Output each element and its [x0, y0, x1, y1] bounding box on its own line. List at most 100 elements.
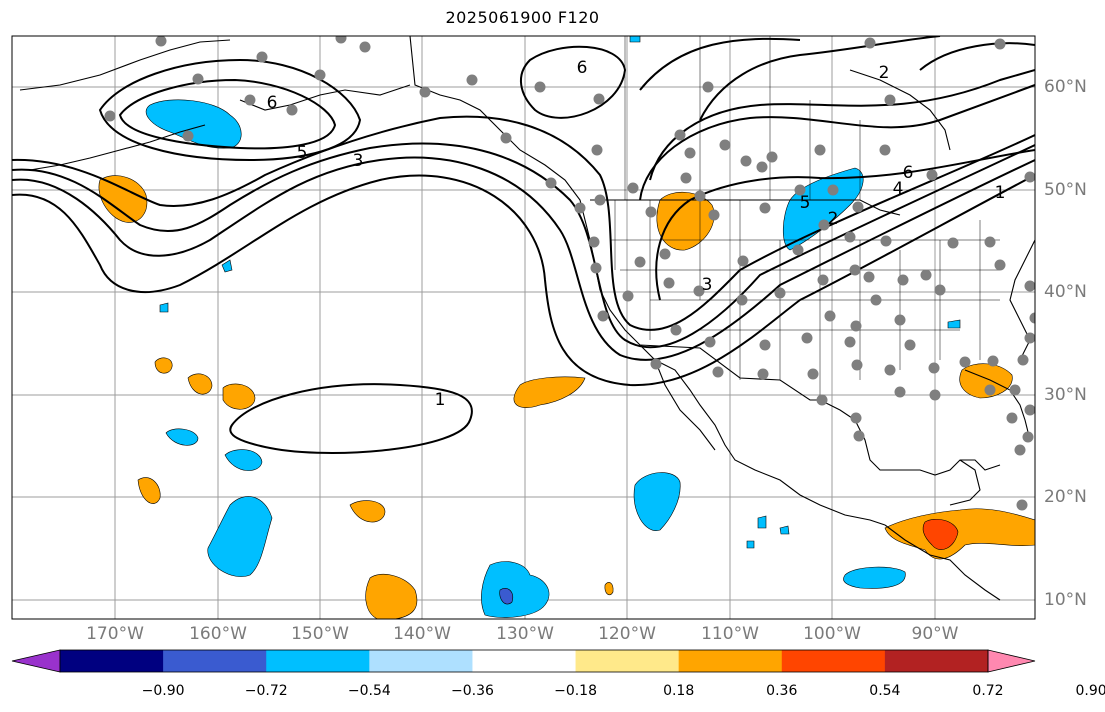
station-dot	[849, 264, 861, 276]
station-dot	[928, 362, 940, 374]
station-dot	[645, 206, 657, 218]
longitude-label: 110°W	[701, 624, 759, 644]
longitude-label: 130°W	[496, 624, 554, 644]
negative-patch	[746, 540, 755, 549]
station-dot	[419, 86, 431, 98]
station-dot	[824, 310, 836, 322]
negative-patch	[481, 561, 550, 618]
station-dot	[884, 364, 896, 376]
station-dot	[850, 320, 862, 332]
colorbar-segment	[678, 650, 783, 672]
station-dot	[984, 236, 996, 248]
station-dot	[588, 236, 600, 248]
station-dot	[597, 310, 609, 322]
station-dot	[934, 284, 946, 296]
station-dot	[1009, 384, 1021, 396]
station-dot	[1024, 171, 1035, 183]
colorbar-segment	[266, 650, 370, 672]
station-dot	[870, 294, 882, 306]
station-dot	[1014, 444, 1026, 456]
positive-patch	[349, 500, 386, 523]
station-dot	[1029, 312, 1035, 324]
station-dot	[1022, 431, 1034, 443]
negative-patch	[779, 525, 790, 535]
station-dot	[926, 169, 938, 181]
station-dot	[759, 339, 771, 351]
station-dot	[817, 274, 829, 286]
central-america	[884, 524, 1001, 601]
station-dot	[684, 147, 696, 159]
station-dot	[929, 389, 941, 401]
station-dot	[880, 235, 892, 247]
colorbar-tick-label: 0.36	[766, 683, 798, 699]
station-dot	[670, 324, 682, 336]
station-dot	[500, 132, 512, 144]
station-dot	[593, 93, 605, 105]
positive-patch	[604, 582, 614, 596]
station-dot	[863, 271, 875, 283]
station-dot	[314, 69, 326, 81]
station-dot	[994, 38, 1006, 50]
contour-label: 1	[435, 390, 446, 410]
colorbar-tick-label: 0.90	[1075, 683, 1105, 699]
station-dot	[994, 259, 1006, 271]
contour-label-group: 1 6 3 5 6 1 4 6 2 3 5 2	[267, 58, 1006, 410]
positive-patch	[98, 175, 148, 223]
negative-patch	[221, 259, 233, 273]
alaska-coast	[19, 39, 411, 111]
station-dot	[680, 172, 692, 184]
contour-line	[649, 69, 1035, 181]
station-dot	[590, 262, 602, 274]
station-dot	[634, 256, 646, 268]
plot-title: 2025061900 F120	[445, 8, 600, 27]
contour-label: 6	[577, 58, 588, 78]
colorbar-tick-label: 0.54	[869, 683, 901, 699]
station-dot	[182, 130, 194, 142]
station-dot	[659, 248, 671, 260]
contour-label: 5	[297, 143, 308, 163]
station-dot	[693, 285, 705, 297]
station-dot	[594, 194, 606, 206]
strong-positive-patch	[922, 519, 959, 550]
station-dot	[759, 202, 771, 214]
latitude-label: 30°N	[1044, 385, 1087, 405]
station-dot	[466, 74, 478, 86]
station-dot	[359, 41, 371, 53]
station-dot	[591, 144, 603, 156]
colorbar-tick-label: −0.54	[347, 683, 391, 699]
colorbar-tick-label: −0.72	[244, 683, 288, 699]
station-dot	[694, 190, 706, 202]
longitude-label: 100°W	[803, 624, 861, 644]
station-dot	[674, 129, 686, 141]
station-dot	[663, 277, 675, 289]
longitude-label: 90°W	[911, 624, 959, 644]
station-dot	[879, 144, 891, 156]
us-mexico-border	[639, 344, 820, 401]
contour-line	[12, 174, 1035, 387]
station-dot	[1006, 412, 1018, 424]
strong-negative-patch	[499, 588, 513, 605]
contour-line	[12, 115, 1035, 331]
station-dot	[650, 358, 662, 370]
station-dot	[814, 144, 826, 156]
colorbar-segment	[575, 650, 680, 672]
longitude-label: 140°W	[393, 624, 451, 644]
contour-line	[639, 36, 941, 121]
negative-patch	[159, 302, 169, 313]
station-dot	[335, 36, 347, 44]
colorbar-segment	[60, 650, 164, 672]
positive-patch	[513, 376, 586, 408]
positive-patch	[884, 508, 1035, 560]
station-dot	[708, 209, 720, 221]
colorbar-tick-label: 0.72	[972, 683, 1004, 699]
negative-patch	[207, 496, 273, 577]
station-dot	[286, 104, 298, 116]
station-dot	[192, 73, 204, 85]
station-dot	[736, 294, 748, 306]
contour-label: 4	[893, 179, 904, 199]
station-dot	[947, 237, 959, 249]
positive-patch	[959, 363, 1013, 399]
positive-patch	[365, 574, 418, 619]
station-dot	[904, 339, 916, 351]
